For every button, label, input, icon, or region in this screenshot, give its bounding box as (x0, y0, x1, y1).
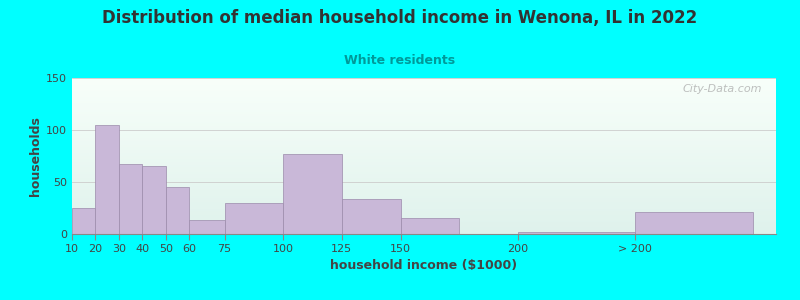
Text: City-Data.com: City-Data.com (682, 84, 762, 94)
X-axis label: household income ($1000): household income ($1000) (330, 259, 518, 272)
Bar (72, 208, 95, 234)
Bar (283, 154, 342, 234)
Bar (190, 220, 225, 234)
Text: White residents: White residents (345, 54, 455, 67)
Bar (95, 125, 119, 234)
Bar (166, 187, 190, 234)
Bar (635, 212, 753, 234)
Bar (401, 218, 459, 234)
Text: Distribution of median household income in Wenona, IL in 2022: Distribution of median household income … (102, 9, 698, 27)
Y-axis label: households: households (29, 116, 42, 196)
Bar (518, 232, 635, 234)
Bar (119, 164, 142, 234)
Bar (342, 199, 401, 234)
Bar (142, 167, 166, 234)
Bar (225, 203, 283, 234)
